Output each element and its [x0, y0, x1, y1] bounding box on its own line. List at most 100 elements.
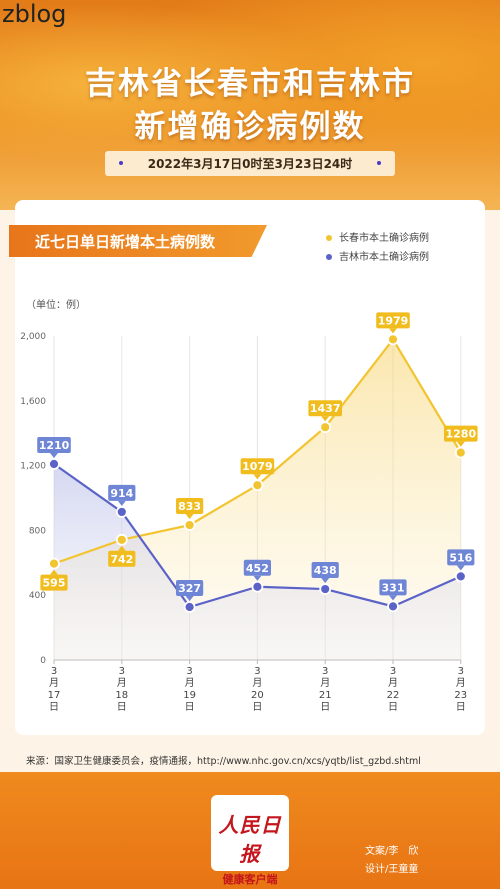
- writer-credit: 文案/李 欣: [365, 846, 419, 857]
- data-label-text: 1210: [39, 439, 70, 452]
- data-label-box: [176, 580, 204, 597]
- data-label-jilin: 327: [176, 580, 204, 602]
- x-tick-label: 月: [252, 677, 262, 689]
- data-label-jilin: 438: [311, 562, 339, 584]
- x-tick-label: 3: [390, 666, 396, 677]
- data-label-text: 1280: [445, 428, 476, 441]
- y-tick-label: 1,200: [20, 462, 46, 472]
- x-tick-label: 日: [252, 702, 262, 713]
- data-label-box: [376, 312, 410, 329]
- x-tick-label: 日: [117, 702, 127, 713]
- legend-item-jilin: 吉林市本土确诊病例: [326, 248, 429, 263]
- data-label-pointer: [389, 595, 397, 601]
- data-label-pointer: [50, 452, 58, 458]
- data-label-box: [447, 549, 475, 566]
- watermark: zblog: [2, 0, 67, 28]
- x-tick-label: 日: [388, 702, 398, 713]
- data-label-box: [40, 574, 68, 591]
- legend-label: 长春市本土确诊病例: [339, 233, 429, 244]
- data-label-changchun: 1437: [308, 400, 342, 422]
- data-label-text: 1079: [242, 460, 273, 473]
- data-label-box: [37, 436, 71, 453]
- data-label-box: [176, 498, 204, 515]
- data-label-pointer: [389, 328, 397, 334]
- data-label-box: [240, 458, 275, 475]
- y-tick-label: 800: [29, 526, 46, 536]
- x-tick-label: 月: [49, 677, 59, 689]
- data-label-pointer: [185, 596, 194, 602]
- data-label-pointer: [185, 514, 194, 520]
- x-tick-label: 3: [254, 666, 260, 677]
- data-label-box: [308, 400, 342, 417]
- data-label-box: [108, 484, 136, 501]
- x-tick-label: 3: [458, 666, 464, 677]
- data-label-pointer: [117, 500, 126, 506]
- x-tick-label: 23: [454, 690, 467, 701]
- data-label-box: [243, 559, 271, 576]
- x-tick-label: 3: [186, 666, 192, 677]
- x-tick-label: 月: [117, 677, 127, 689]
- data-point-changchun: [319, 421, 332, 434]
- y-tick-label: 0: [40, 656, 46, 666]
- data-label-jilin: 452: [243, 559, 271, 581]
- x-tick-label: 月: [185, 677, 195, 689]
- data-label-text: 1437: [310, 402, 341, 415]
- y-tick-label: 1,600: [20, 397, 46, 407]
- x-tick-label: 17: [48, 690, 61, 701]
- data-label-text: 452: [246, 562, 269, 575]
- data-point-changchun: [251, 479, 264, 492]
- data-point-jilin: [387, 600, 399, 613]
- x-tick-label: 3: [119, 666, 125, 677]
- data-label-pointer: [321, 578, 330, 584]
- data-point-changchun: [115, 533, 128, 546]
- data-label-changchun: 833: [176, 498, 204, 520]
- data-label-jilin: 1210: [37, 436, 71, 458]
- data-point-jilin: [183, 601, 196, 613]
- data-label-text: 331: [382, 581, 405, 594]
- data-point-jilin: [48, 458, 60, 470]
- data-point-jilin: [251, 580, 264, 593]
- y-tick-label: 400: [29, 591, 46, 601]
- designer-credit: 设计/王童童: [365, 864, 419, 875]
- x-tick-label: 日: [320, 702, 330, 713]
- data-label-changchun: 742: [108, 545, 136, 567]
- y-tick-label: 2,000: [20, 332, 46, 342]
- title-line-2: 新增确诊病例数: [134, 109, 366, 145]
- data-label-changchun: 1280: [444, 425, 478, 447]
- unit-label: （单位：例）: [26, 300, 86, 311]
- title-line-1: 吉林省长春市和吉林市: [85, 66, 415, 102]
- data-label-pointer: [456, 565, 465, 571]
- section-ribbon: 近七日单日新增本土病例数: [9, 225, 267, 257]
- date-range-text: 2022年3月17日0时至3月23日24时: [147, 157, 353, 171]
- data-point-changchun: [387, 333, 399, 346]
- x-tick-label: 月: [320, 677, 330, 689]
- x-tick-label: 日: [185, 702, 195, 713]
- data-label-pointer: [253, 575, 262, 581]
- data-label-text: 914: [110, 487, 133, 500]
- data-label-pointer: [117, 545, 126, 551]
- data-label-text: 516: [449, 551, 472, 564]
- data-label-box: [108, 550, 136, 567]
- data-label-text: 742: [110, 553, 133, 566]
- data-label-box: [379, 579, 407, 596]
- data-label-text: 327: [178, 582, 201, 595]
- series-area-jilin: [54, 463, 461, 660]
- data-label-jilin: 914: [108, 484, 136, 506]
- data-label-pointer: [50, 569, 58, 575]
- logo-subtitle: 健康客户端: [222, 873, 278, 886]
- data-label-jilin: 516: [447, 549, 475, 571]
- x-tick-label: 日: [456, 702, 466, 713]
- data-label-jilin: 331: [379, 579, 407, 601]
- dot-icon: [377, 161, 381, 165]
- section-title: 近七日单日新增本土病例数: [35, 233, 216, 251]
- date-range-badge: 2022年3月17日0时至3月23日24时: [105, 151, 395, 176]
- x-tick-label: 18: [115, 690, 128, 701]
- data-label-text: 438: [314, 564, 337, 577]
- data-label-changchun: 595: [40, 569, 68, 591]
- x-tick-label: 日: [49, 702, 59, 713]
- data-label-text: 833: [178, 500, 201, 513]
- data-label-pointer: [253, 474, 262, 480]
- legend-label: 吉林市本土确诊病例: [339, 252, 429, 263]
- people-daily-health-logo: 人民日报 健康客户端: [211, 795, 289, 886]
